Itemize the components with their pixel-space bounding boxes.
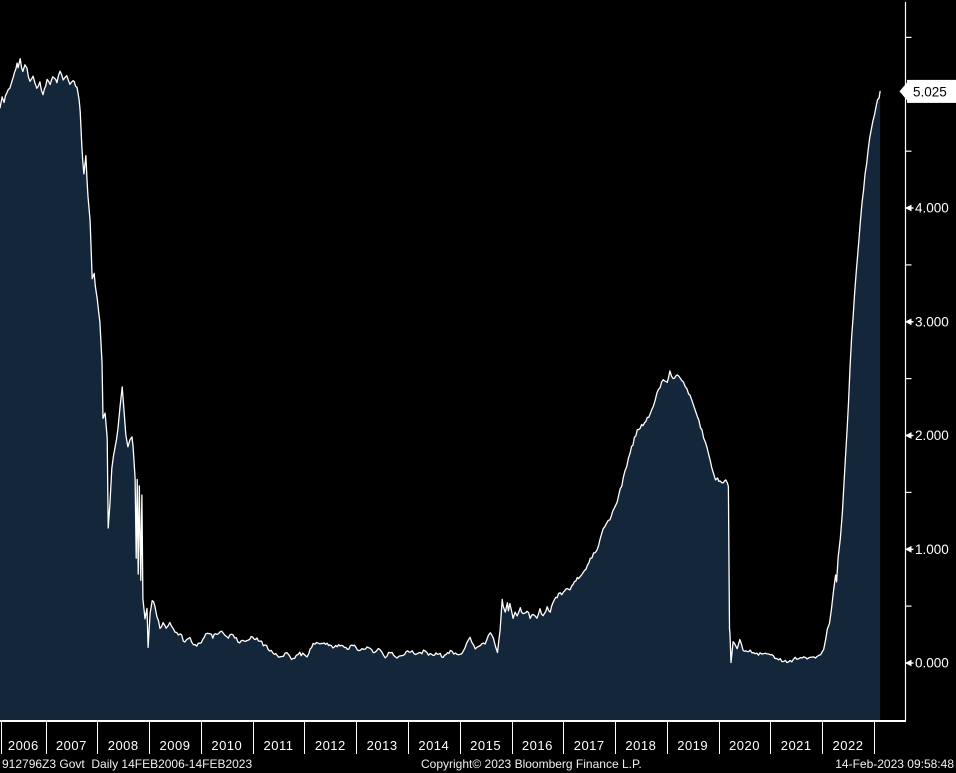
x-axis-year-label: 2011 (263, 738, 294, 753)
x-axis-tick (770, 722, 772, 754)
x-axis-year-label: 2007 (55, 738, 87, 753)
x-axis-tick (666, 722, 668, 754)
x-axis-tick (459, 722, 461, 754)
x-axis-year-label: 2014 (418, 738, 450, 753)
x-axis-tick (511, 722, 513, 754)
x-axis-year-label: 2013 (366, 738, 398, 753)
x-axis-year-label: 2017 (573, 738, 605, 753)
plot-area[interactable]: 0.000 1.000 2.000 3.000 4.000 5.025 (0, 0, 956, 721)
x-axis-year-label: 2022 (832, 738, 864, 753)
x-axis-tick (718, 722, 720, 754)
y-axis-label: 3.000 (915, 314, 949, 329)
y-axis-label: 0.000 (915, 656, 949, 671)
x-axis-year-label: 2016 (521, 738, 553, 753)
last-price-label: 5.025 (913, 84, 947, 99)
y-axis-label: 1.000 (915, 542, 949, 557)
timestamp: 14-Feb-2023 09:58:48 (835, 757, 954, 771)
x-axis-band: 2006 2007 2008 2009 2010 2011 2012 2013 2014 2015… (0, 720, 906, 758)
x-axis-tick (97, 722, 99, 754)
y-axis-major-tick (905, 662, 914, 664)
x-axis-year-label: 2015 (470, 738, 502, 753)
x-axis-year-label: 2010 (211, 738, 243, 753)
last-price-marker-arrow (899, 81, 908, 102)
y-axis-major-tick (905, 207, 914, 209)
x-axis-tick (408, 722, 409, 754)
y-axis-major-tick (905, 434, 914, 437)
copyright-text: Copyright© 2023 Bloomberg Finance L.P. (421, 757, 642, 771)
x-axis-tick (304, 722, 306, 754)
x-axis-tick (873, 722, 875, 754)
y-axis-label: 2.000 (915, 428, 949, 443)
chart-canvas: 0.000 1.000 2.000 3.000 4.000 5.025 (0, 0, 956, 721)
x-axis-tick (252, 722, 254, 754)
y-axis-major-tick (905, 321, 914, 323)
x-axis-tick (822, 722, 824, 754)
y-axis-major-tick (905, 548, 914, 550)
status-bar: 912796Z3 Govt Daily 14FEB2006-14FEB2023 … (0, 757, 956, 773)
x-axis-year-label: 2009 (159, 738, 191, 753)
last-price-marker-box (907, 79, 956, 103)
price-area-fill (0, 58, 881, 721)
x-axis-year-label: 2020 (729, 738, 760, 753)
security-description: 912796Z3 Govt Daily 14FEB2006-14FEB2023 (2, 757, 253, 771)
x-axis-year-label: 2008 (107, 738, 139, 753)
price-line (0, 58, 881, 664)
x-axis-tick (356, 722, 358, 754)
x-axis-tick (615, 722, 616, 754)
x-axis-year-label: 2006 (7, 738, 39, 753)
x-axis-year-label: 2021 (780, 738, 812, 753)
x-axis-year-label: 2018 (625, 738, 657, 753)
y-axis-label: 4.000 (915, 201, 949, 216)
x-axis-tick (563, 722, 565, 754)
chart-background (0, 0, 956, 721)
x-axis-tick (149, 722, 151, 754)
x-axis-tick (1, 722, 2, 754)
x-axis-year-label: 2012 (314, 738, 346, 753)
x-axis-year-label: 2019 (677, 738, 709, 753)
x-axis-tick (200, 722, 202, 754)
x-axis-tick (45, 722, 47, 754)
